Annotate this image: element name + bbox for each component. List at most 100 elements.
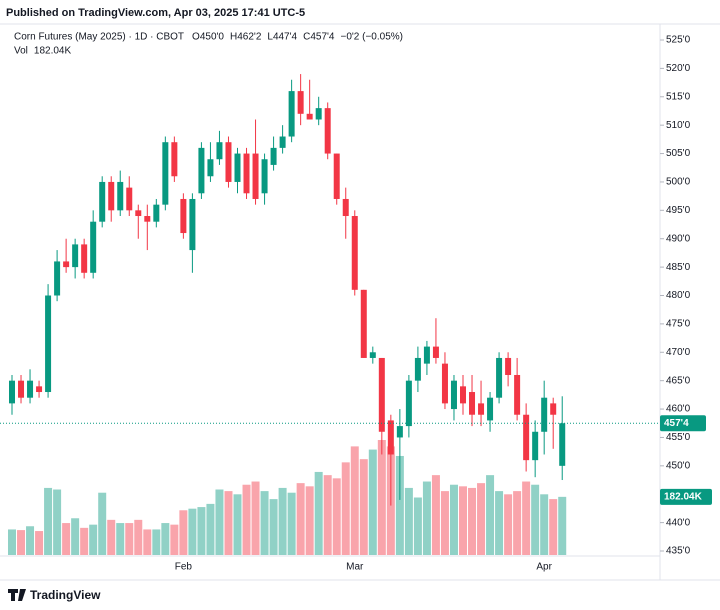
volume-bar [98, 492, 107, 555]
volume-bar [513, 491, 522, 555]
volume-bar [522, 481, 531, 555]
volume-bar [404, 487, 413, 555]
volume-bar [477, 483, 486, 555]
volume-bar [549, 499, 558, 555]
volume-bar [179, 510, 188, 555]
candle-body [460, 386, 466, 404]
legend-key: H [230, 32, 237, 43]
candle-body [360, 289, 367, 358]
volume-bar [260, 491, 269, 555]
volume-bar [35, 531, 44, 555]
volume-bar [395, 455, 404, 555]
legend-change: −0'2 (−0.05%) [340, 32, 403, 43]
volume-bar [8, 529, 16, 555]
volume-bar [53, 489, 62, 555]
legend-value: 457'4 [310, 32, 335, 43]
candle-body [99, 181, 106, 222]
candle-body [369, 352, 376, 358]
volume-bar [332, 478, 341, 555]
volume-bar [431, 475, 440, 555]
logo-icon [8, 589, 26, 601]
volume-bar [89, 524, 98, 555]
candle-body [396, 426, 403, 438]
volume-bar [197, 507, 206, 555]
volume-bar [350, 446, 359, 555]
candle-body [90, 221, 97, 273]
candle-body [198, 147, 205, 194]
volume-bar [206, 503, 215, 555]
y-tick-label: 515'0 [666, 91, 691, 102]
y-tick-label: 525'0 [666, 35, 691, 46]
volume-bar [287, 492, 296, 555]
volume-bar [242, 484, 251, 555]
volume-bar [531, 484, 540, 555]
volume-bar [495, 491, 504, 555]
candle-body [297, 91, 304, 114]
volume-bar [468, 487, 477, 555]
candle-body [189, 198, 196, 251]
legend-value: 450'0 [200, 32, 225, 43]
candle-body [414, 357, 421, 381]
candle-body [441, 363, 448, 404]
volume-bar [368, 449, 377, 555]
candle-body [63, 261, 70, 268]
volume-bar [44, 487, 53, 555]
volume-bar [377, 440, 386, 555]
candle-body [252, 153, 259, 199]
volume-bar [215, 489, 224, 555]
volume-bar [459, 486, 467, 555]
volume-bar [558, 496, 567, 555]
y-tick-label: 520'0 [666, 63, 691, 74]
candle-body [387, 420, 394, 455]
volume-bar [251, 481, 260, 555]
legend-key: L [267, 32, 273, 43]
candle-body [450, 380, 457, 410]
volume-bar [143, 529, 152, 555]
candle-body [496, 357, 503, 398]
volume-bar [161, 523, 170, 555]
candle-body [423, 346, 430, 364]
candle-body [171, 142, 178, 177]
candle-body [559, 423, 566, 466]
volume-bar [134, 519, 143, 555]
volume-bar [341, 462, 350, 555]
candle-body [279, 136, 286, 148]
candle-body [505, 357, 512, 375]
volume-bar [486, 475, 495, 555]
y-tick-label: 485'0 [666, 262, 691, 273]
candle-body [162, 142, 169, 205]
candle-body [54, 261, 61, 296]
candle-body [108, 181, 115, 211]
candle-body [550, 403, 557, 415]
candle-body [432, 346, 439, 358]
candle-body [315, 108, 322, 120]
candle-body [144, 216, 151, 222]
volume-bar [449, 484, 458, 555]
legend: Corn Futures (May 2025) · 1D · CBOT O 450'… [14, 32, 403, 57]
candle-body [225, 142, 232, 182]
candle-body [342, 198, 349, 217]
brand: TradingView [30, 588, 101, 602]
candle-body [324, 108, 331, 154]
volume-bar [305, 486, 314, 555]
candle-body [333, 153, 340, 199]
volume-bar [323, 475, 332, 555]
y-tick-label: 490'0 [666, 233, 691, 244]
candle-body [216, 142, 223, 160]
x-tick-label: Feb [175, 562, 193, 573]
candle-body [405, 380, 412, 427]
y-tick-label: 500'0 [666, 177, 691, 188]
legend-value: 447'4 [273, 32, 298, 43]
volume-bar [125, 523, 134, 555]
candle-body [72, 244, 79, 268]
candle-body [180, 198, 187, 234]
candle-body [523, 414, 530, 461]
candle-body [469, 392, 476, 415]
candle-body [36, 386, 43, 393]
candle-body [541, 397, 548, 432]
volume-box [660, 488, 712, 505]
candle-body [117, 181, 124, 211]
volume-bar [188, 508, 197, 555]
volume-bar [62, 523, 71, 555]
